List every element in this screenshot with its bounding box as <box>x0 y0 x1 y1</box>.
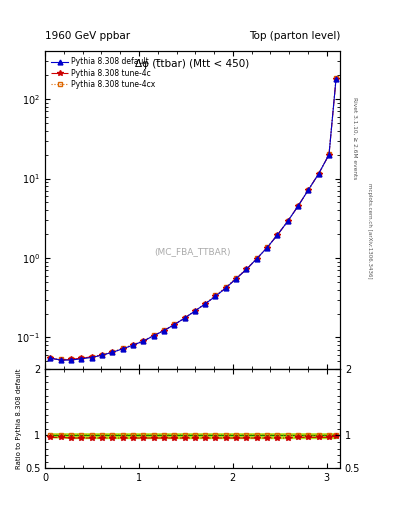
Pythia 8.308 tune-4cx <box>110 349 115 355</box>
Pythia 8.308 tune-4c <box>79 355 84 361</box>
Pythia 8.308 tune-4cx <box>254 255 259 262</box>
Pythia 8.308 tune-4cx <box>193 308 197 314</box>
Pythia 8.308 tune-4c <box>296 203 300 209</box>
Pythia 8.308 tune-4cx <box>79 355 84 361</box>
Pythia 8.308 tune-4cx <box>151 332 156 338</box>
Pythia 8.308 default <box>99 352 104 358</box>
Pythia 8.308 tune-4cx <box>234 275 239 281</box>
Pythia 8.308 default <box>120 346 125 352</box>
Text: (MC_FBA_TTBAR): (MC_FBA_TTBAR) <box>154 247 231 256</box>
Pythia 8.308 tune-4c <box>58 357 63 363</box>
Pythia 8.308 tune-4cx <box>69 356 73 362</box>
Pythia 8.308 default <box>213 293 218 300</box>
Y-axis label: Ratio to Pythia 8.308 default: Ratio to Pythia 8.308 default <box>16 369 22 469</box>
Pythia 8.308 tune-4c <box>69 356 73 362</box>
Pythia 8.308 tune-4c <box>99 352 104 358</box>
Line: Pythia 8.308 default: Pythia 8.308 default <box>48 76 338 362</box>
Pythia 8.308 tune-4c <box>234 275 239 282</box>
Pythia 8.308 tune-4c <box>151 333 156 339</box>
Pythia 8.308 tune-4cx <box>327 152 331 158</box>
Pythia 8.308 tune-4c <box>110 349 115 355</box>
Text: 1960 GeV ppbar: 1960 GeV ppbar <box>45 31 130 41</box>
Pythia 8.308 tune-4c <box>244 266 249 272</box>
Pythia 8.308 default <box>162 328 166 334</box>
Pythia 8.308 default <box>79 356 84 362</box>
Pythia 8.308 default <box>327 152 331 158</box>
Pythia 8.308 tune-4c <box>254 255 259 262</box>
Pythia 8.308 default <box>296 203 300 209</box>
Pythia 8.308 tune-4cx <box>203 301 208 307</box>
Pythia 8.308 tune-4cx <box>130 342 135 348</box>
Pythia 8.308 tune-4c <box>130 342 135 348</box>
Pythia 8.308 default <box>306 187 311 193</box>
Pythia 8.308 default <box>69 357 73 363</box>
Pythia 8.308 default <box>151 333 156 339</box>
Pythia 8.308 default <box>244 266 249 272</box>
Pythia 8.308 default <box>316 170 321 177</box>
Line: Pythia 8.308 tune-4cx: Pythia 8.308 tune-4cx <box>48 76 338 361</box>
Pythia 8.308 tune-4cx <box>275 232 280 238</box>
Pythia 8.308 tune-4c <box>162 328 166 334</box>
Pythia 8.308 tune-4cx <box>141 338 145 344</box>
Pythia 8.308 tune-4c <box>306 187 311 193</box>
Pythia 8.308 default <box>254 255 259 262</box>
Pythia 8.308 default <box>234 275 239 282</box>
Pythia 8.308 tune-4cx <box>296 203 300 209</box>
Legend: Pythia 8.308 default, Pythia 8.308 tune-4c, Pythia 8.308 tune-4cx: Pythia 8.308 default, Pythia 8.308 tune-… <box>49 55 158 91</box>
Pythia 8.308 tune-4c <box>203 301 208 307</box>
Pythia 8.308 default <box>285 218 290 224</box>
Pythia 8.308 default <box>48 355 53 361</box>
Pythia 8.308 default <box>265 245 270 251</box>
Pythia 8.308 tune-4c <box>89 354 94 360</box>
Pythia 8.308 tune-4cx <box>89 354 94 360</box>
Pythia 8.308 tune-4cx <box>213 292 218 298</box>
Pythia 8.308 default <box>130 342 135 348</box>
Pythia 8.308 default <box>110 349 115 355</box>
Pythia 8.308 tune-4c <box>182 315 187 321</box>
Pythia 8.308 tune-4cx <box>265 244 270 250</box>
Pythia 8.308 default <box>224 285 228 291</box>
Pythia 8.308 default <box>182 315 187 321</box>
Pythia 8.308 tune-4c <box>193 308 197 314</box>
Pythia 8.308 tune-4cx <box>316 170 321 177</box>
Pythia 8.308 tune-4cx <box>48 355 53 361</box>
Pythia 8.308 default <box>203 301 208 307</box>
Pythia 8.308 tune-4c <box>265 245 270 251</box>
Line: Pythia 8.308 tune-4c: Pythia 8.308 tune-4c <box>48 76 339 363</box>
Pythia 8.308 default <box>193 308 197 314</box>
Text: Rivet 3.1.10, ≥ 2.6M events: Rivet 3.1.10, ≥ 2.6M events <box>352 97 357 179</box>
Pythia 8.308 tune-4cx <box>224 284 228 290</box>
Pythia 8.308 default <box>89 354 94 360</box>
Pythia 8.308 default <box>58 357 63 363</box>
Pythia 8.308 tune-4c <box>275 232 280 238</box>
Pythia 8.308 tune-4cx <box>172 322 176 328</box>
Pythia 8.308 tune-4c <box>141 338 145 344</box>
Pythia 8.308 tune-4c <box>327 152 331 158</box>
Pythia 8.308 tune-4c <box>285 218 290 224</box>
Pythia 8.308 tune-4cx <box>244 266 249 272</box>
Pythia 8.308 tune-4c <box>316 170 321 177</box>
Pythia 8.308 tune-4c <box>48 355 53 361</box>
Pythia 8.308 tune-4c <box>334 76 338 82</box>
Pythia 8.308 tune-4cx <box>182 315 187 321</box>
Pythia 8.308 tune-4c <box>213 293 218 300</box>
Pythia 8.308 default <box>172 322 176 328</box>
Text: mcplots.cern.ch [arXiv:1306.3436]: mcplots.cern.ch [arXiv:1306.3436] <box>367 183 373 278</box>
Pythia 8.308 default <box>334 76 338 82</box>
Text: Δφ (t̅tbar) (Mtt < 450): Δφ (t̅tbar) (Mtt < 450) <box>136 59 250 69</box>
Text: Top (parton level): Top (parton level) <box>248 31 340 41</box>
Pythia 8.308 tune-4cx <box>334 75 338 81</box>
Pythia 8.308 tune-4cx <box>162 327 166 333</box>
Pythia 8.308 default <box>141 338 145 344</box>
Pythia 8.308 default <box>275 232 280 238</box>
Pythia 8.308 tune-4cx <box>306 187 311 193</box>
Pythia 8.308 tune-4cx <box>285 218 290 224</box>
Pythia 8.308 tune-4cx <box>99 352 104 358</box>
Pythia 8.308 tune-4c <box>224 285 228 291</box>
Pythia 8.308 tune-4cx <box>120 345 125 351</box>
Pythia 8.308 tune-4c <box>120 346 125 352</box>
Pythia 8.308 tune-4cx <box>58 356 63 362</box>
Pythia 8.308 tune-4c <box>172 322 176 328</box>
